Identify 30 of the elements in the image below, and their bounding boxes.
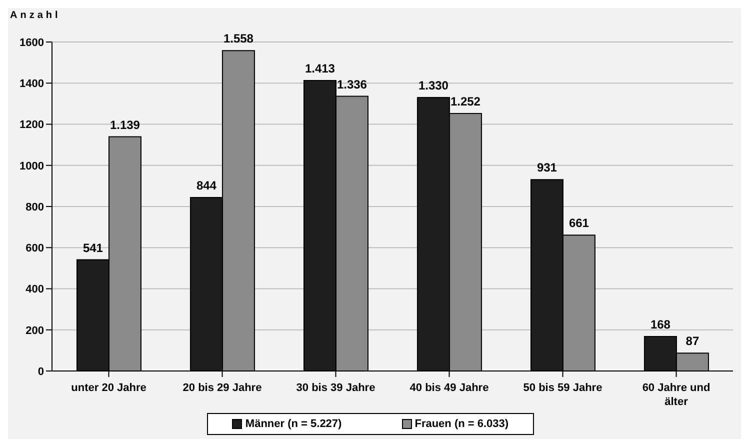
- legend-label: Frauen (n = 6.033): [414, 418, 509, 430]
- data-label: 1.252: [450, 94, 481, 109]
- y-tick-label: 200: [26, 324, 44, 337]
- y-tick-label: 1600: [20, 36, 44, 49]
- legend-label: Männer (n = 5.227): [244, 418, 342, 430]
- data-label: 1.336: [336, 77, 368, 92]
- x-tick-label: 30 bis 39 Jahre: [296, 382, 376, 394]
- y-axis-title: Anzahl: [10, 10, 61, 21]
- y-tick-label: 1000: [20, 160, 44, 172]
- data-label: 1.330: [418, 78, 449, 93]
- data-label: 1.139: [110, 118, 140, 132]
- data-label: 844: [196, 178, 217, 192]
- y-tick-label: 600: [26, 242, 44, 255]
- y-tick-label: 0: [38, 366, 44, 378]
- y-tick-label: 800: [26, 201, 44, 214]
- data-label: 1.558: [223, 32, 254, 46]
- x-tick-label: 50 bis 59 Jahre: [523, 382, 602, 394]
- y-tick-label: 1400: [20, 78, 44, 90]
- y-tick-label: 400: [26, 284, 44, 296]
- x-tick-label: 60 Jahre und älter: [642, 382, 710, 408]
- data-label: 541: [82, 240, 104, 255]
- data-label: 931: [536, 160, 558, 175]
- y-tick-label: 1200: [20, 119, 44, 132]
- data-label: 168: [650, 317, 671, 332]
- x-tick-label: 40 bis 49 Jahre: [410, 382, 489, 394]
- x-tick-label: unter 20 Jahre: [71, 382, 146, 394]
- data-label: 661: [568, 216, 590, 230]
- x-tick-label: 20 bis 29 Jahre: [182, 382, 262, 394]
- data-label: 87: [686, 334, 700, 348]
- data-label: 1.413: [304, 61, 336, 76]
